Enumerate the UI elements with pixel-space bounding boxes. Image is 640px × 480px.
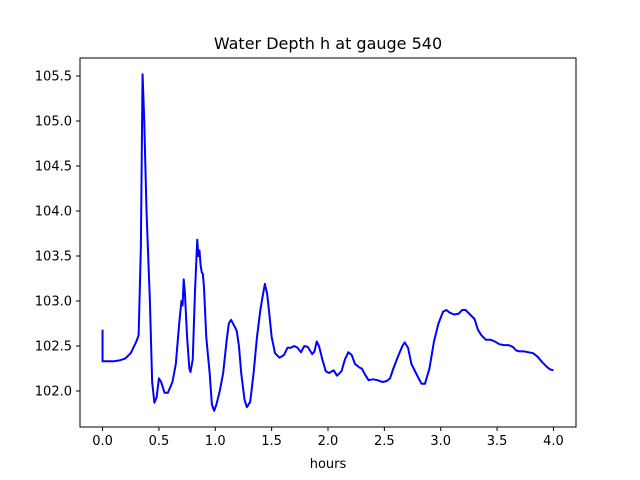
- y-tick-label: 105.0: [35, 115, 72, 130]
- chart-title: Water Depth h at gauge 540: [214, 34, 442, 53]
- series-line-0: [101, 73, 554, 412]
- x-tick-label: 2.5: [374, 434, 395, 449]
- x-tick-label: 1.5: [261, 434, 282, 449]
- x-tick-label: 1.0: [205, 434, 226, 449]
- x-tick-label: 3.5: [487, 434, 508, 449]
- x-axis-label: hours: [310, 457, 347, 472]
- x-tick-label: 2.0: [318, 434, 339, 449]
- x-tick-label: 4.0: [543, 434, 564, 449]
- y-tick-label: 104.0: [35, 205, 72, 220]
- y-tick-label: 102.0: [35, 385, 72, 400]
- y-tick-label: 105.5: [35, 70, 72, 85]
- y-tick-label: 103.5: [35, 250, 72, 265]
- plot-layer: [101, 73, 554, 412]
- x-tick-label: 0.0: [92, 434, 113, 449]
- x-tick-label: 3.0: [430, 434, 451, 449]
- y-tick-label: 102.5: [35, 340, 72, 355]
- y-axis: 102.0 102.5 103.0 103.5 104.0 104.5 105.0 105.5: [35, 70, 80, 400]
- x-axis: 0.0 0.5 1.0 1.5 2.0 2.5 3.0 3.5 4.0: [92, 427, 564, 449]
- x-tick-label: 0.5: [149, 434, 170, 449]
- y-tick-label: 103.0: [35, 295, 72, 310]
- y-tick-label: 104.5: [35, 160, 72, 175]
